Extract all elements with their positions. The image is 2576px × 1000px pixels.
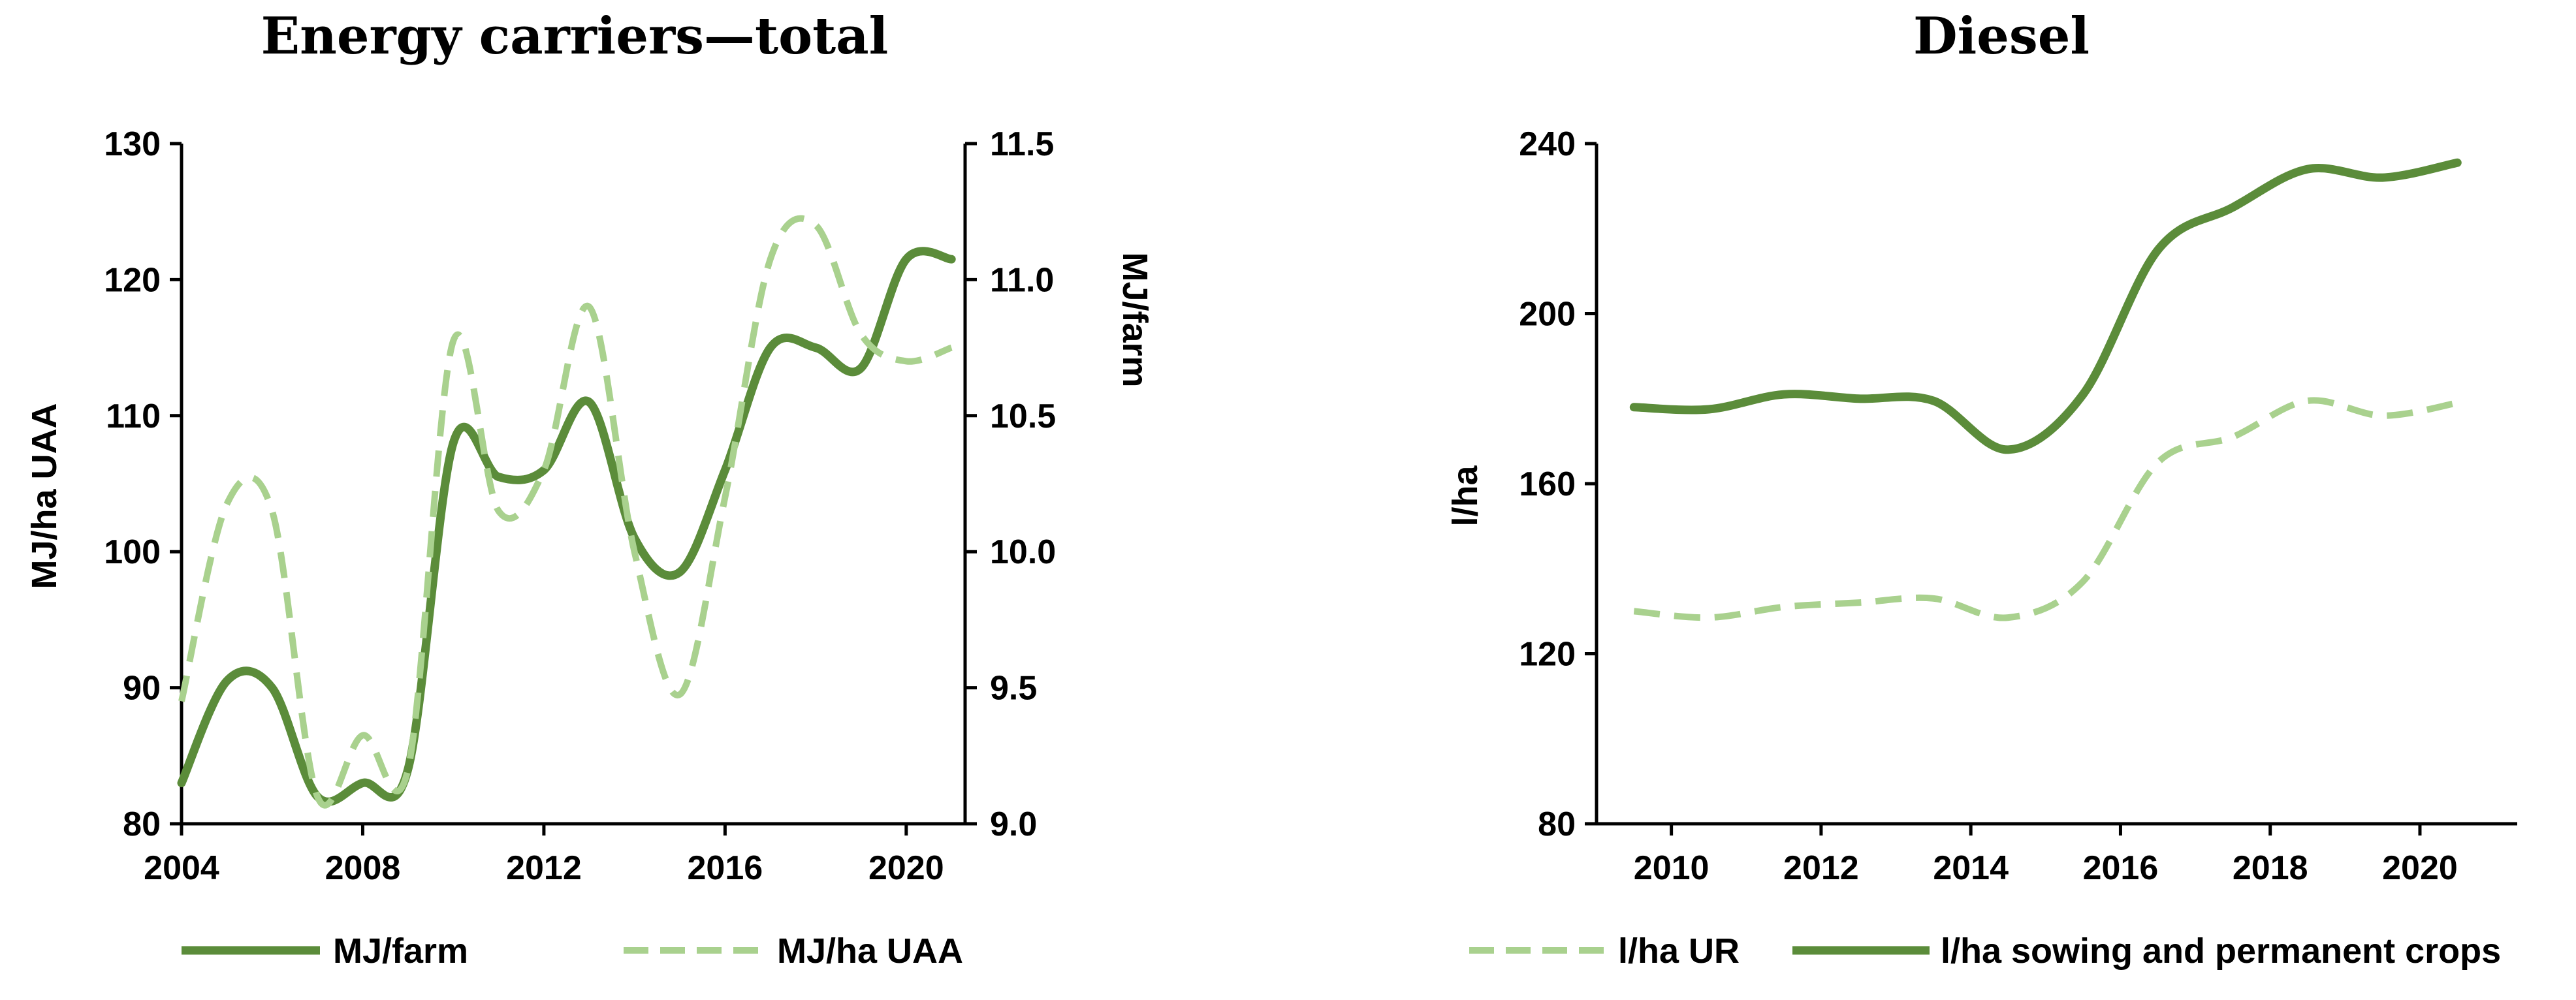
x-tick-label: 2010: [1634, 849, 1709, 887]
chart-title: Diesel: [1913, 7, 2090, 66]
series-line-mj-farm: [177, 247, 956, 806]
legend: MJ/farm MJ/ha UAA: [182, 931, 963, 971]
y-tick-label: 120: [1519, 636, 1576, 674]
y2-tick-label: 9.0: [990, 805, 1037, 843]
y-tick-label: 80: [123, 805, 161, 843]
series-line-l-ha-ur: [1633, 397, 2458, 621]
x-tick-label: 2020: [868, 849, 944, 887]
legend-label-l-ha-sowing: l/ha sowing and permanent crops: [1941, 931, 2501, 971]
x-tick-label: 2004: [144, 849, 219, 887]
x-tick-label: 2016: [2083, 849, 2159, 887]
legend-label-mj-farm: MJ/farm: [333, 931, 468, 971]
y-tick-label: 130: [104, 125, 161, 163]
chart-diesel: Diesel l/ha 2010 2012 2014 2016 2018 2020 80 1…: [1446, 7, 2517, 971]
x-tick-label: 2016: [688, 849, 763, 887]
chart-energy-carriers: Energy carriers—total MJ/ha UAA MJ/farm …: [25, 7, 1154, 971]
y-tick-label: 100: [104, 533, 161, 571]
legend-label-l-ha-ur: l/ha UR: [1618, 931, 1740, 971]
y-tick-label: 120: [104, 261, 161, 299]
y2-tick-label: 11.0: [990, 261, 1054, 299]
x-tick-label: 2018: [2233, 849, 2308, 887]
y-tick-label: 200: [1519, 296, 1576, 334]
x-tick-label: 2020: [2382, 849, 2458, 887]
y-tick-label: 160: [1519, 465, 1576, 503]
x-tick-label: 2008: [325, 849, 401, 887]
x-tick-label: 2012: [1783, 849, 1859, 887]
y-tick-label: 240: [1519, 125, 1576, 163]
series-line-l-ha-sowing-and-permanent-crops: [1629, 158, 2462, 454]
legend: l/ha UR l/ha sowing and permanent crops: [1469, 931, 2501, 971]
y2-tick-label: 10.5: [990, 398, 1056, 435]
chart-title: Energy carriers—total: [261, 7, 889, 66]
y-axis-label: MJ/ha UAA: [25, 403, 64, 589]
x-tick-label: 2012: [506, 849, 582, 887]
y2-tick-label: 10.0: [990, 533, 1056, 571]
y2-axis-label: MJ/farm: [1115, 252, 1154, 387]
y2-tick-label: 9.5: [990, 670, 1037, 708]
y-tick-label: 90: [123, 670, 161, 708]
y-tick-label: 80: [1538, 805, 1576, 843]
legend-label-mj-ha-uaa: MJ/ha UAA: [777, 931, 963, 971]
x-tick-label: 2014: [1933, 849, 2009, 887]
y2-tick-label: 11.5: [990, 125, 1054, 163]
y-axis-label: l/ha: [1446, 465, 1485, 527]
y-tick-label: 110: [106, 398, 161, 435]
series-line-mj-ha-uaa: [178, 215, 953, 809]
